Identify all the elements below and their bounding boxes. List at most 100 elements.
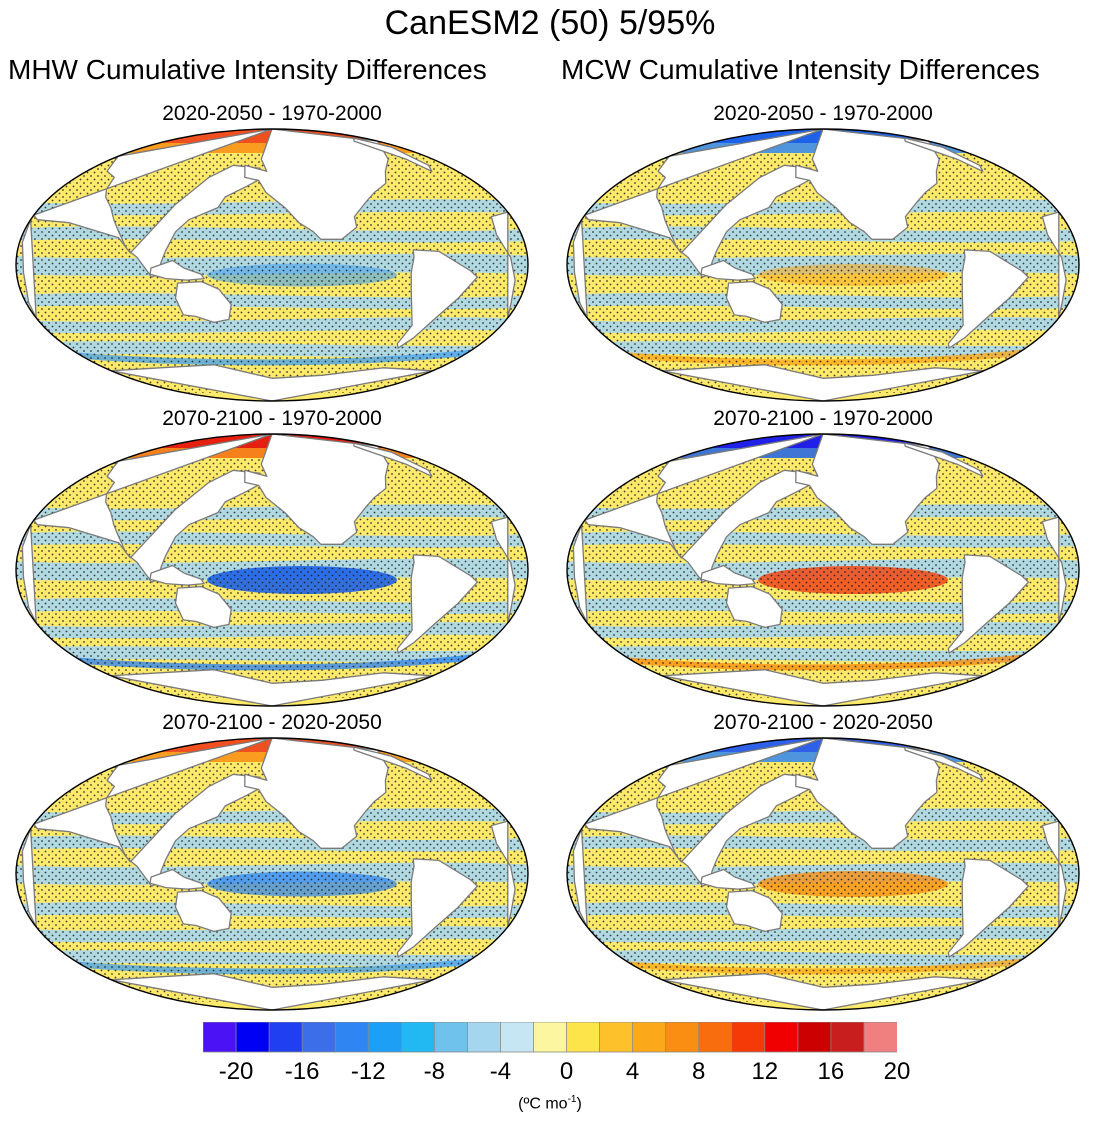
colorbar-tick-label: -20 [218,1058,254,1085]
land-mass [396,249,479,349]
colorbar-swatch [764,1022,799,1053]
land-mass [174,585,232,629]
land-mass [795,738,940,849]
land-mass [490,820,516,928]
colorbar-tick-label: 16 [817,1058,845,1085]
map-outline [566,737,1080,1011]
colorbar-swatch [433,1022,469,1053]
colorbar-tick-label: 12 [751,1058,779,1085]
land-mass [947,554,1030,654]
panel-title: 2020-2050 - 1970-2000 [162,102,382,125]
land-mass [725,585,783,629]
figure-title: CanESM2 (50) 5/95% [384,4,716,42]
colorbar-swatch [367,1022,403,1053]
land-mass [396,554,479,654]
land-mass [353,442,433,477]
panel-title: 2070-2100 - 2020-2050 [162,711,382,734]
land-mass [947,858,1030,958]
land-mass [21,219,37,319]
land-mass [244,738,389,849]
land-mass [904,442,984,477]
world-map [15,128,529,402]
map-outline [566,433,1080,707]
colorbar-tick-label: -4 [489,1058,512,1085]
map-panel-mhw-2070-2100-vs-2020: 2070-2100 - 2020-2050 [12,711,532,1016]
colorbar-tick-label: -12 [350,1058,386,1085]
land-mass [149,564,205,586]
land-mass [149,259,205,281]
colorbar-swatch [698,1022,733,1053]
world-map [566,128,1080,402]
map-outline [15,737,529,1011]
world-map [15,737,529,1011]
land-mass [700,868,756,890]
land-mass [353,746,433,781]
land-mass [244,129,389,240]
ocean-field [16,434,528,706]
colorbar-swatch [566,1022,601,1053]
land-mass [904,746,984,781]
world-map [566,737,1080,1011]
colorbar-swatch [301,1022,337,1053]
mhw-column-heading: MHW Cumulative Intensity Differences [8,54,487,85]
ocean-field [16,129,528,401]
ocean-field [567,434,1079,706]
land-mass [490,211,516,319]
map-panel-mcw-2070-2100-vs-2020: 2070-2100 - 2020-2050 [563,711,1083,1016]
land-mass [572,524,588,624]
panel-title: 2070-2100 - 1970-2000 [713,407,933,430]
panel-title: 2070-2100 - 1970-2000 [162,407,382,430]
land-mass [947,249,1030,349]
panel-title: 2070-2100 - 2020-2050 [713,711,933,734]
map-panel-mhw-2020-2050: 2020-2050 - 1970-2000 [12,102,532,407]
colorbar-tick-label: 20 [883,1058,911,1085]
colorbar-tick-label: 0 [559,1058,574,1085]
panel-title: 2020-2050 - 1970-2000 [713,102,933,125]
land-mass [661,669,985,706]
colorbar-units: (ºC mo-1) [518,1094,582,1113]
land-mass [904,137,984,172]
world-map [15,433,529,707]
mcw-column-heading: MCW Cumulative Intensity Differences [561,54,1040,85]
colorbar-swatch [599,1022,634,1053]
colorbar-swatch [268,1022,304,1053]
colorbar-swatch [863,1022,897,1053]
ocean-field [567,738,1079,1010]
map-outline [15,128,529,402]
land-mass [661,364,985,401]
colorbar [203,1022,897,1053]
land-mass [572,219,588,319]
land-mass [572,828,588,928]
colorbar-swatch [533,1022,568,1053]
map-panel-mhw-2070-2100-vs-1970: 2070-2100 - 1970-2000 [12,407,532,712]
colorbar-swatch [632,1022,667,1053]
land-mass [110,669,434,706]
land-mass [396,858,479,958]
land-mass [490,516,516,624]
land-mass [795,129,940,240]
land-mass [725,889,783,933]
land-mass [353,137,433,172]
land-mass [110,364,434,401]
land-mass [661,973,985,1010]
colorbar-swatch [665,1022,700,1053]
colorbar-tick-label: -16 [284,1058,320,1085]
colorbar-tick-label: 8 [692,1058,706,1085]
colorbar-swatch [235,1022,270,1053]
land-mass [21,828,37,928]
map-outline [566,128,1080,402]
colorbar-swatch [466,1022,502,1053]
land-mass [174,889,232,933]
colorbar-swatch [731,1022,766,1053]
land-mass [795,434,940,545]
world-map [566,433,1080,707]
map-panel-mcw-2020-2050: 2020-2050 - 1970-2000 [563,102,1083,407]
colorbar-swatch [400,1022,436,1053]
land-mass [725,280,783,324]
colorbar-tick-label: -8 [423,1058,445,1085]
land-mass [700,259,756,281]
colorbar-swatch [334,1022,370,1053]
colorbar-swatch [203,1022,237,1053]
land-mass [149,868,205,890]
land-mass [1041,820,1067,928]
